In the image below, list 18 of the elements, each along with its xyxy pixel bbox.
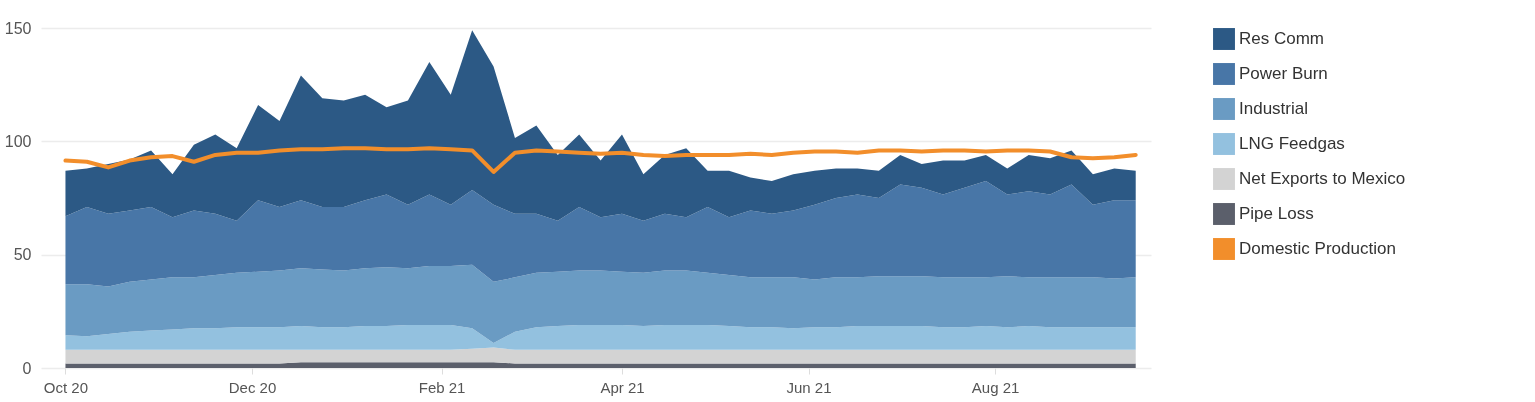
- legend-label: Domestic Production: [1239, 239, 1396, 258]
- y-tick-label: 0: [22, 359, 32, 377]
- legend-label: Power Burn: [1239, 64, 1328, 83]
- x-tick-label: Feb 21: [418, 378, 466, 396]
- legend-label: Pipe Loss: [1239, 204, 1314, 223]
- x-tick-label: Oct 20: [43, 378, 89, 396]
- legend-label: LNG Feedgas: [1239, 134, 1345, 153]
- legend-label: Net Exports to Mexico: [1239, 169, 1406, 188]
- y-tick-label: 50: [13, 246, 32, 264]
- x-tick-label: Jun 21: [786, 378, 832, 396]
- legend-label: Res Comm: [1239, 29, 1325, 48]
- y-tick-label: 100: [4, 132, 32, 150]
- x-tick-label: Dec 20: [228, 378, 277, 396]
- x-tick-label: Aug 21: [971, 378, 1020, 396]
- legend-label: Industrial: [1239, 99, 1308, 118]
- x-tick-label: Apr 21: [600, 378, 645, 396]
- line-series: [63, 146, 1138, 174]
- y-tick-label: 150: [4, 19, 32, 37]
